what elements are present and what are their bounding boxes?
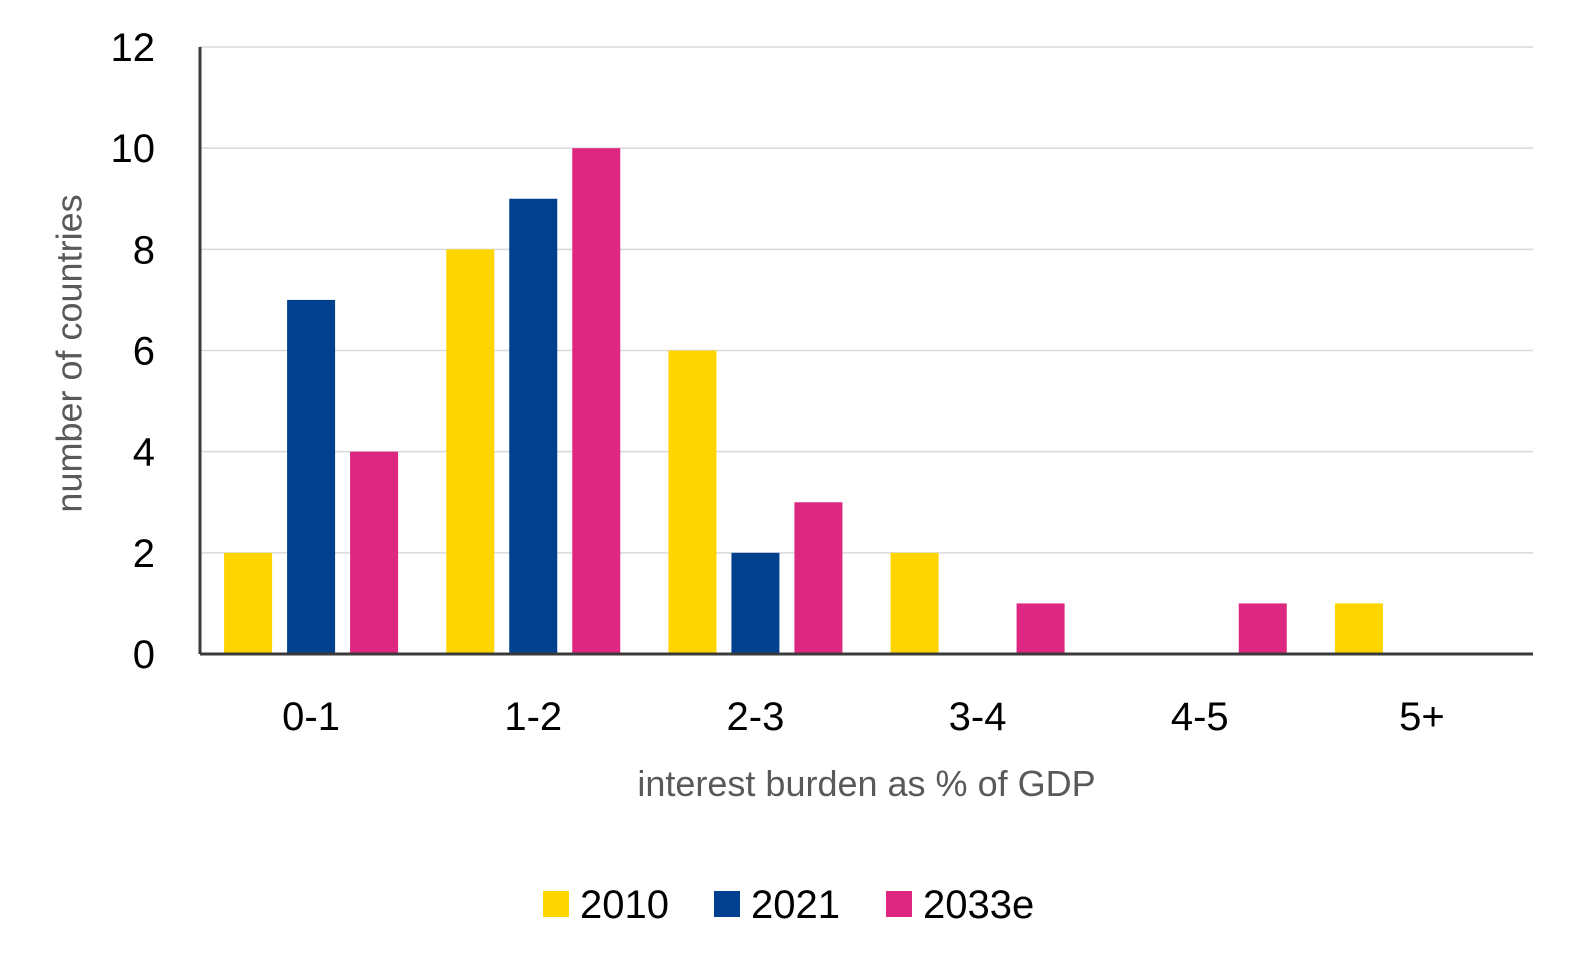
legend-swatch-2021 <box>714 891 740 917</box>
legend-swatch-2033e <box>886 891 912 917</box>
y-tick-label: 6 <box>133 330 155 374</box>
y-tick-label: 10 <box>111 127 156 171</box>
gridlines <box>200 46 1533 554</box>
legend-label-2010: 2010 <box>580 883 669 927</box>
x-axis-title: interest burden as % of GDP <box>637 763 1095 804</box>
bar-2021-2-3 <box>731 552 780 654</box>
x-tick-label: 4-5 <box>1171 695 1229 739</box>
bar-2033e-1-2 <box>572 148 621 654</box>
bar-2021-0-1 <box>287 299 336 654</box>
legend: 2010 2021 2033e <box>543 883 1034 927</box>
legend-label-2021: 2021 <box>751 883 840 927</box>
bar-2010-5+ <box>1334 603 1383 654</box>
y-tick-label: 0 <box>133 633 155 677</box>
bar-2033e-4-5 <box>1238 603 1287 654</box>
bar-2010-0-1 <box>224 552 273 654</box>
axes <box>198 47 1533 656</box>
x-tick-label: 3-4 <box>949 695 1007 739</box>
y-axis-title: number of countries <box>49 194 90 512</box>
legend-swatch-2010 <box>543 891 569 917</box>
bars <box>224 148 1383 655</box>
y-tick-label: 4 <box>133 431 155 475</box>
legend-label-2033e: 2033e <box>923 883 1034 927</box>
x-tick-label: 5+ <box>1399 695 1445 739</box>
bar-2010-2-3 <box>668 350 717 654</box>
bar-2010-3-4 <box>890 552 939 654</box>
y-tick-label: 12 <box>111 26 156 70</box>
x-tick-label: 1-2 <box>504 695 562 739</box>
x-tick-label: 2-3 <box>727 695 785 739</box>
x-tick-labels: 0-1 1-2 2-3 3-4 4-5 5+ <box>282 695 1445 739</box>
x-tick-label: 0-1 <box>282 695 340 739</box>
bar-2033e-2-3 <box>794 502 843 654</box>
y-tick-labels: 0 2 4 6 8 10 12 <box>111 26 156 677</box>
y-tick-label: 2 <box>133 532 155 576</box>
bar-2010-1-2 <box>446 249 495 655</box>
bar-2033e-3-4 <box>1016 603 1065 654</box>
y-tick-label: 8 <box>133 228 155 272</box>
bar-2021-1-2 <box>509 198 558 654</box>
bar-2033e-0-1 <box>350 451 399 654</box>
